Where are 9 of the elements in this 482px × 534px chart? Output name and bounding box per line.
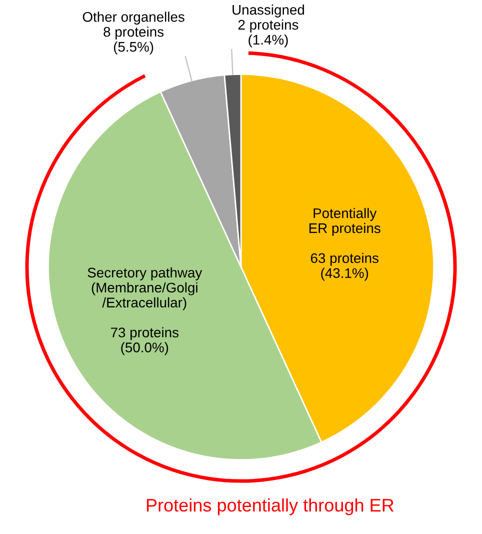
data-label: 73 proteins (50.0%) [110,327,178,356]
slice-label: Other organelles [82,12,184,25]
text: Proteins potentially through ER [146,498,394,516]
data-label: 63 proteins (43.1%) [310,252,378,281]
slice-label: Potentially ER proteins [309,208,380,236]
slice-label: Secretory pathway (Membrane/Golgi /Extracellular) [88,267,202,310]
data-label: 8 proteins (5.5%) [104,26,164,54]
data-label: 2 proteins (1.4%) [238,20,298,48]
slice-label: Unassigned [232,4,304,18]
